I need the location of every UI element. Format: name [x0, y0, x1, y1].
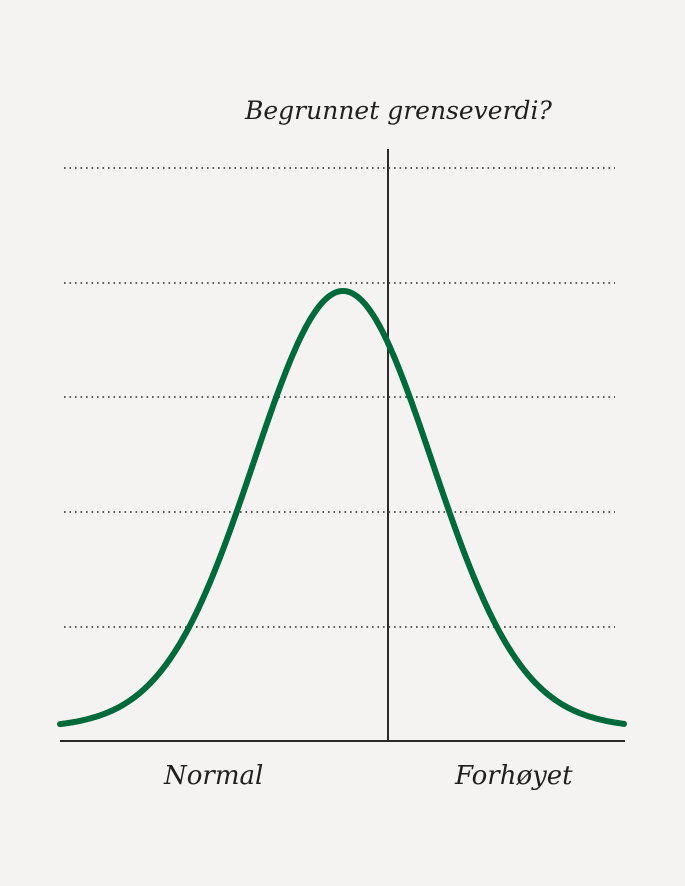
- threshold-title: Begrunnet grenseverdi?: [245, 96, 552, 125]
- normal-label: Normal: [164, 761, 264, 791]
- distribution-curve: [57, 288, 627, 728]
- elevated-label: Forhøyet: [455, 761, 573, 791]
